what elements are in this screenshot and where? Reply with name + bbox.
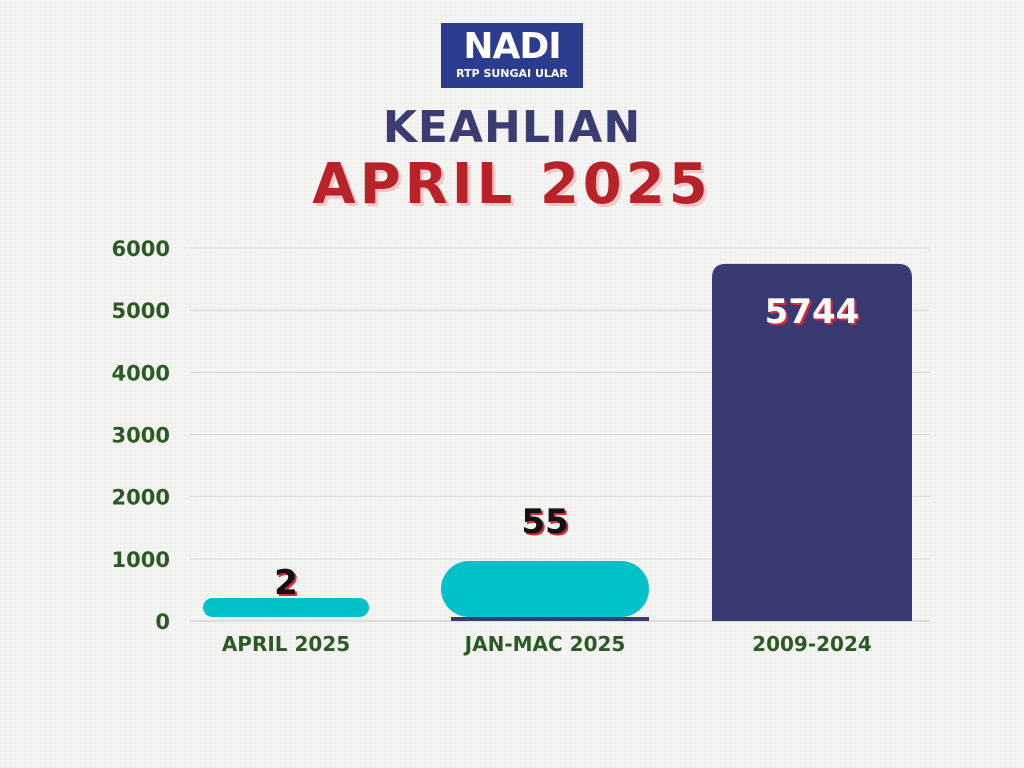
logo-sub-text: RTP SUNGAI ULAR <box>456 67 568 80</box>
x-tick-label: JAN-MAC 2025 <box>463 632 626 656</box>
data-label: 55 <box>521 502 568 542</box>
logo-main-text: NADI <box>463 26 561 67</box>
page-title: KEAHLIAN <box>382 102 642 153</box>
data-label: 5744 <box>765 292 860 332</box>
x-tick-label: APRIL 2025 <box>222 632 350 656</box>
page-subtitle: APRIL 2025 <box>312 152 712 217</box>
bar-jan-mac-2025-base <box>451 617 649 621</box>
bar-2009-2024 <box>712 263 912 621</box>
y-tick-label: 6000 <box>112 237 170 261</box>
x-tick-label: 2009-2024 <box>752 632 872 656</box>
data-label-shadow: 5744 <box>767 294 862 334</box>
y-tick-label: 5000 <box>112 299 170 323</box>
data-label-shadow: 2 <box>276 565 300 605</box>
bar-april-2025 <box>203 598 369 617</box>
data-label-shadow: 55 <box>523 504 570 544</box>
nadi-logo: NADI RTP SUNGAI ULAR <box>441 23 583 88</box>
y-tick-label: 0 <box>155 610 170 634</box>
y-tick-label: 3000 <box>112 424 170 448</box>
y-tick-label: 1000 <box>112 548 170 572</box>
y-tick-label: 4000 <box>112 361 170 385</box>
bar-jan-mac-2025 <box>441 561 649 617</box>
data-label: 2 <box>274 563 298 603</box>
y-tick-label: 2000 <box>112 486 170 510</box>
